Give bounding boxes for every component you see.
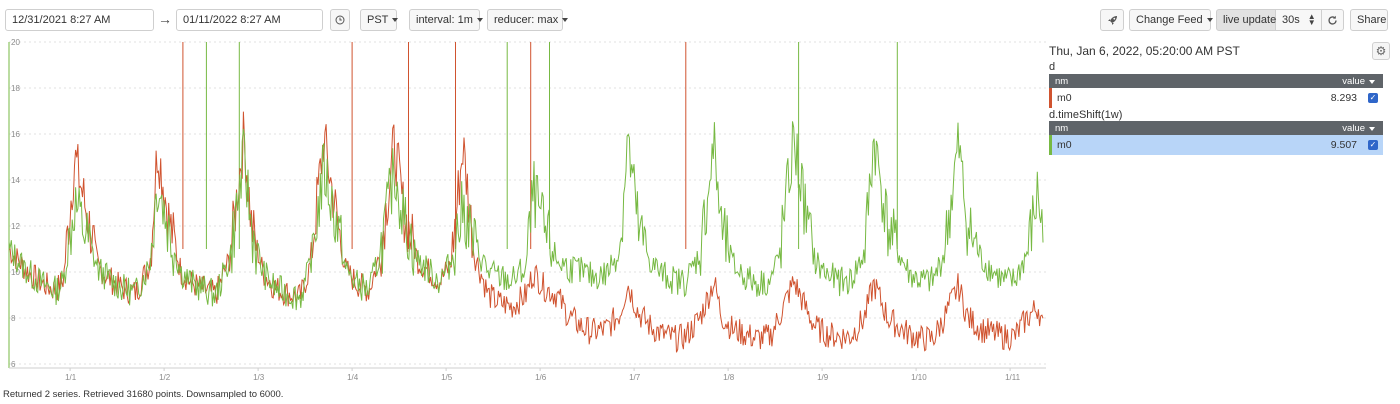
change-feed-dropdown[interactable]: Change Feed bbox=[1129, 9, 1213, 31]
time-series-chart[interactable]: 6 8 10 12 14 16 18 20 1/1 1/2 1/3 1/4 1/5 1/6 1/7 1/8 1… bbox=[0, 38, 1046, 386]
status-message: Returned 2 series. Retrieved 31680 point… bbox=[3, 389, 284, 400]
refresh-icon bbox=[1328, 15, 1337, 25]
column-header-value[interactable]: value bbox=[1342, 123, 1375, 134]
timezone-label: PST bbox=[367, 14, 389, 26]
sort-caret-icon bbox=[1369, 126, 1375, 131]
reducer-label: reducer: max bbox=[494, 14, 559, 26]
rocket-icon bbox=[1107, 15, 1117, 25]
share-label: Share bbox=[1357, 14, 1387, 26]
interval-label: interval: 1m bbox=[416, 14, 473, 26]
caret-down-icon bbox=[392, 18, 399, 22]
clock-button[interactable] bbox=[330, 9, 350, 31]
caret-down-icon bbox=[1206, 18, 1213, 22]
row-name: m0 bbox=[1057, 92, 1072, 104]
reducer-dropdown[interactable]: reducer: max bbox=[487, 9, 569, 31]
gear-icon[interactable]: ⚙ bbox=[1372, 42, 1390, 60]
x-tick-label: 1/1 bbox=[65, 373, 77, 382]
row-value: 9.507 bbox=[1330, 139, 1357, 151]
series-table-d: nm value m0 8.293 ✓ bbox=[1049, 74, 1383, 108]
end-time-value: 01/11/2022 8:27 AM bbox=[183, 14, 281, 26]
start-time-value: 12/31/2021 8:27 AM bbox=[12, 14, 111, 26]
change-feed-label: Change Feed bbox=[1136, 14, 1203, 26]
rocket-button[interactable] bbox=[1100, 9, 1124, 31]
row-name: m0 bbox=[1057, 139, 1072, 151]
column-header-nm[interactable]: nm bbox=[1055, 122, 1069, 134]
share-button[interactable]: Share bbox=[1350, 9, 1388, 31]
y-tick-label: 6 bbox=[11, 360, 16, 369]
refresh-rate-select[interactable]: 30s ▲ ▼ bbox=[1276, 9, 1322, 31]
x-tick-label: 1/6 bbox=[535, 373, 547, 382]
series-table-d-timeshift: nm value m0 9.507 ✓ bbox=[1049, 121, 1383, 155]
legend-timestamp: Thu, Jan 6, 2022, 05:20:00 AM PST bbox=[1049, 44, 1240, 58]
x-tick-label: 1/2 bbox=[159, 373, 171, 382]
refresh-button[interactable] bbox=[1322, 9, 1344, 31]
live-update-label: live update bbox=[1223, 14, 1277, 26]
y-tick-label: 10 bbox=[11, 268, 20, 277]
table-header: nm value bbox=[1049, 74, 1383, 88]
series-checkbox[interactable]: ✓ bbox=[1368, 140, 1378, 150]
row-value: 8.293 bbox=[1330, 92, 1357, 104]
x-tick-label: 1/4 bbox=[347, 373, 359, 382]
caret-down-icon bbox=[476, 18, 483, 22]
x-tick-label: 1/10 bbox=[911, 373, 927, 382]
y-tick-label: 12 bbox=[11, 222, 20, 231]
end-time-input[interactable]: 01/11/2022 8:27 AM bbox=[176, 9, 323, 31]
x-tick-label: 1/3 bbox=[253, 373, 265, 382]
table-row[interactable]: m0 9.507 ✓ bbox=[1049, 135, 1383, 155]
timezone-dropdown[interactable]: PST bbox=[360, 9, 399, 31]
table-row[interactable]: m0 8.293 ✓ bbox=[1049, 88, 1383, 108]
series-name-d: d bbox=[1049, 61, 1056, 73]
series-name-d-timeshift: d.timeShift(1w) bbox=[1049, 109, 1123, 121]
x-tick-label: 1/8 bbox=[723, 373, 735, 382]
sort-caret-icon bbox=[1369, 79, 1375, 84]
column-header-value[interactable]: value bbox=[1342, 76, 1375, 87]
x-tick-label: 1/5 bbox=[441, 373, 453, 382]
y-tick-label: 8 bbox=[11, 314, 16, 323]
y-tick-label: 14 bbox=[11, 176, 20, 185]
y-tick-label: 16 bbox=[11, 130, 20, 139]
x-tick-label: 1/9 bbox=[817, 373, 829, 382]
series-line-d bbox=[8, 111, 1044, 353]
series-checkbox[interactable]: ✓ bbox=[1368, 93, 1378, 103]
refresh-rate-label: 30s bbox=[1282, 14, 1300, 26]
x-tick-label: 1/7 bbox=[629, 373, 641, 382]
live-update-toggle[interactable]: live update bbox=[1216, 9, 1276, 31]
x-tick-label: 1/11 bbox=[1005, 373, 1021, 382]
clock-icon bbox=[335, 15, 345, 25]
up-down-stepper-icon: ▲ ▼ bbox=[1307, 12, 1316, 27]
series-line-d-timeshift bbox=[8, 121, 1044, 311]
table-header: nm value bbox=[1049, 121, 1383, 135]
column-header-nm[interactable]: nm bbox=[1055, 75, 1069, 87]
arrow-right-icon: → bbox=[158, 11, 172, 27]
y-tick-label: 18 bbox=[11, 84, 20, 93]
start-time-input[interactable]: 12/31/2021 8:27 AM bbox=[5, 9, 154, 31]
interval-dropdown[interactable]: interval: 1m bbox=[409, 9, 483, 31]
y-tick-label: 20 bbox=[11, 38, 20, 47]
caret-down-icon bbox=[562, 18, 569, 22]
